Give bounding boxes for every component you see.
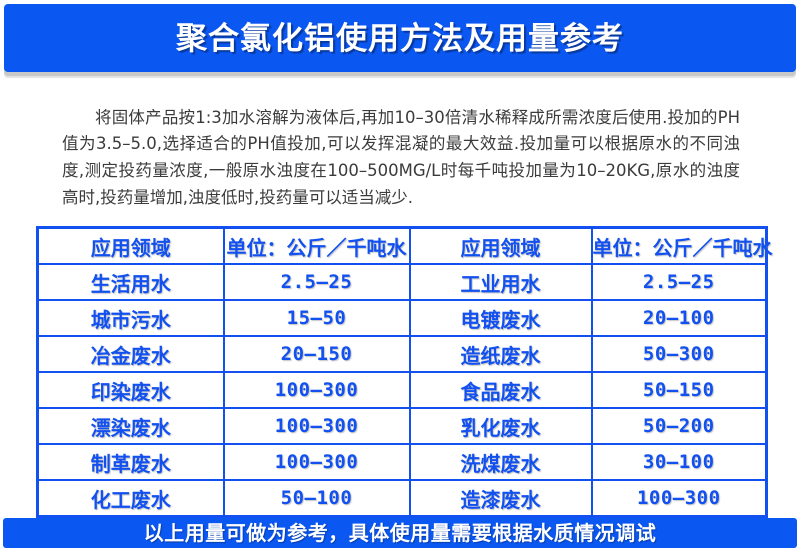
- cell-dosage-right: 100–300: [590, 479, 768, 518]
- cell-application-left: 漂染废水: [36, 407, 225, 445]
- cell-application-right: 乳化废水: [408, 407, 593, 445]
- table-row: 化工废水 50–100 造漆废水 100–300: [36, 479, 768, 518]
- cell-application-left: 城市污水: [36, 299, 225, 337]
- cell-dosage-right: 50–300: [590, 335, 768, 373]
- table-row: 印染废水 100–300 食品废水 50–150: [36, 371, 768, 409]
- page-title: 聚合氯化铝使用方法及用量参考: [176, 20, 624, 56]
- table-row: 冶金废水 20–150 造纸废水 50–300: [36, 335, 768, 373]
- table-row: 漂染废水 100–300 乳化废水 50–200: [36, 407, 768, 445]
- cell-dosage-left: 2.5–25: [222, 263, 411, 301]
- cell-application-left: 制革废水: [36, 443, 225, 481]
- cell-dosage-left: 100–300: [222, 407, 411, 445]
- column-header-unit-right: 单位：公斤／千吨水: [590, 226, 773, 265]
- table-row: 城市污水 15–50 电镀废水 20–100: [36, 299, 768, 337]
- cell-application-left: 印染废水: [36, 371, 225, 409]
- cell-application-right: 造纸废水: [408, 335, 593, 373]
- cell-dosage-right: 30–100: [590, 443, 768, 481]
- cell-application-right: 电镀废水: [408, 299, 593, 337]
- cell-dosage-right: 50–150: [590, 371, 768, 409]
- dosage-table-container: 应用领域 单位：公斤／千吨水 应用领域 单位：公斤／千吨水 生活用水 2.5–2…: [36, 226, 773, 518]
- footer-note: 以上用量可做为参考，具体使用量需要根据水质情况调试: [143, 521, 657, 545]
- cell-dosage-left: 100–300: [222, 371, 411, 409]
- column-header-application-right: 应用领域: [408, 226, 593, 265]
- intro-paragraph: 将固体产品按1:3加水溶解为液体后,再加10–30倍清水稀释成所需浓度后使用.投…: [62, 107, 740, 207]
- footer-banner: 以上用量可做为参考，具体使用量需要根据水质情况调试: [3, 518, 797, 548]
- cell-application-right: 食品废水: [408, 371, 593, 409]
- cell-application-left: 生活用水: [36, 263, 225, 301]
- cell-application-right: 造漆废水: [408, 479, 593, 518]
- cell-dosage-right: 50–200: [590, 407, 768, 445]
- cell-dosage-left: 20–150: [222, 335, 411, 373]
- cell-application-right: 工业用水: [408, 263, 593, 301]
- dosage-table: 应用领域 单位：公斤／千吨水 应用领域 单位：公斤／千吨水 生活用水 2.5–2…: [36, 226, 773, 518]
- cell-application-right: 洗煤废水: [408, 443, 593, 481]
- cell-application-left: 冶金废水: [36, 335, 225, 373]
- cell-dosage-right: 2.5–25: [590, 263, 768, 301]
- cell-dosage-right: 20–100: [590, 299, 768, 337]
- header-banner: 聚合氯化铝使用方法及用量参考: [4, 4, 796, 72]
- table-row: 生活用水 2.5–25 工业用水 2.5–25: [36, 263, 768, 301]
- column-header-unit-left: 单位：公斤／千吨水: [222, 226, 411, 265]
- column-header-application-left: 应用领域: [36, 226, 225, 265]
- table-header-row: 应用领域 单位：公斤／千吨水 应用领域 单位：公斤／千吨水: [36, 226, 773, 265]
- cell-dosage-left: 100–300: [222, 443, 411, 481]
- table-row: 制革废水 100–300 洗煤废水 30–100: [36, 443, 768, 481]
- cell-dosage-left: 50–100: [222, 479, 411, 518]
- cell-application-left: 化工废水: [36, 479, 225, 518]
- cell-dosage-left: 15–50: [222, 299, 411, 337]
